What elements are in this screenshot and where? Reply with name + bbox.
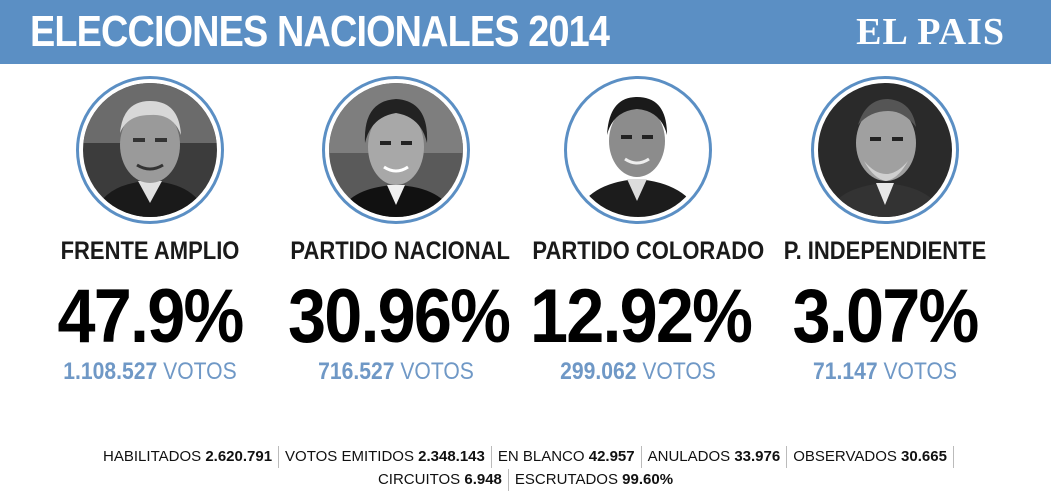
stat-value: 2.620.791 <box>205 448 273 465</box>
stat-label: VOTOS EMITIDOS <box>285 448 414 465</box>
vote-count-value: 1.108.527 <box>63 358 158 385</box>
stat-anulados: ANULADOS 33.976 <box>642 446 788 468</box>
party-name: PARTIDO NACIONAL <box>290 237 510 265</box>
stat-habilitados: HABILITADOS 2.620.791 <box>97 446 280 468</box>
vote-count-value: 716.527 <box>318 358 395 385</box>
stat-value: 42.957 <box>588 448 635 465</box>
candidate-card-partido-nacional: PARTIDO NACIONAL 30.96% 716.527 VOTOS <box>276 76 516 386</box>
vote-count: 299.062 VOTOS <box>532 358 743 386</box>
stat-label: OBSERVADOS <box>793 448 897 465</box>
candidate-card-partido-colorado: PARTIDO COLORADO 12.92% 299.062 VOTOS <box>518 76 765 386</box>
stat-label: ANULADOS <box>647 448 731 465</box>
candidate-photo <box>564 76 712 224</box>
stat-votos-emitidos: VOTOS EMITIDOS 2.348.143 <box>279 446 492 468</box>
stat-value: 33.976 <box>734 448 781 465</box>
stat-observados: OBSERVADOS 30.665 <box>787 446 954 468</box>
stat-circuitos: CIRCUITOS 6.948 <box>372 469 509 491</box>
vote-count-label: VOTOS <box>642 358 716 385</box>
vote-count-value: 299.062 <box>560 358 637 385</box>
stat-en-blanco: EN BLANCO 42.957 <box>492 446 642 468</box>
vote-count-label: VOTOS <box>883 358 958 385</box>
portrait-icon <box>329 83 463 217</box>
candidate-card-frente-amplio: FRENTE AMPLIO 47.9% 1.108.527 VOTOS <box>30 76 270 386</box>
vote-percent: 30.96% <box>288 274 511 359</box>
vote-count: 1.108.527 VOTOS <box>44 358 255 386</box>
vote-percent: 47.9% <box>57 274 245 359</box>
stat-value: 99.60% <box>622 471 674 488</box>
stats-row-1: HABILITADOS 2.620.791 VOTOS EMITIDOS 2.34… <box>0 446 1051 468</box>
portrait-icon <box>818 83 952 217</box>
stat-label: ESCRUTADOS <box>514 471 618 488</box>
stat-label: CIRCUITOS <box>377 471 461 488</box>
candidate-photo <box>811 76 959 224</box>
el-pais-logo: EL PAIS <box>856 11 1005 53</box>
candidate-photo <box>322 76 470 224</box>
vote-count-label: VOTOS <box>400 358 474 385</box>
page-title: ELECCIONES NACIONALES 2014 <box>30 7 610 56</box>
party-name: FRENTE AMPLIO <box>60 237 240 265</box>
stat-label: EN BLANCO <box>497 448 585 465</box>
vote-percent: 12.92% <box>530 274 753 359</box>
party-name: P. INDEPENDIENTE <box>783 237 987 265</box>
vote-count-label: VOTOS <box>163 358 237 385</box>
portrait-icon <box>571 83 705 217</box>
vote-count-value: 71.147 <box>812 358 878 385</box>
stat-label: HABILITADOS <box>103 448 202 465</box>
portrait-icon <box>83 83 217 217</box>
stat-value: 2.348.143 <box>418 448 485 465</box>
header-bar: ELECCIONES NACIONALES 2014 EL PAIS <box>0 0 1051 64</box>
candidate-card-p-independiente: P. INDEPENDIENTE 3.07% 71.147 VOTOS <box>765 76 1005 386</box>
stat-escrutados: ESCRUTADOS 99.60% <box>509 469 679 491</box>
vote-count: 71.147 VOTOS <box>779 358 990 386</box>
party-name: PARTIDO COLORADO <box>532 237 765 265</box>
vote-count: 716.527 VOTOS <box>290 358 501 386</box>
stats-row-2: CIRCUITOS 6.948 ESCRUTADOS 99.60% <box>0 469 1051 491</box>
stat-value: 30.665 <box>901 448 947 465</box>
candidate-photo <box>76 76 224 224</box>
stat-value: 6.948 <box>464 471 502 488</box>
vote-percent: 3.07% <box>792 274 980 359</box>
